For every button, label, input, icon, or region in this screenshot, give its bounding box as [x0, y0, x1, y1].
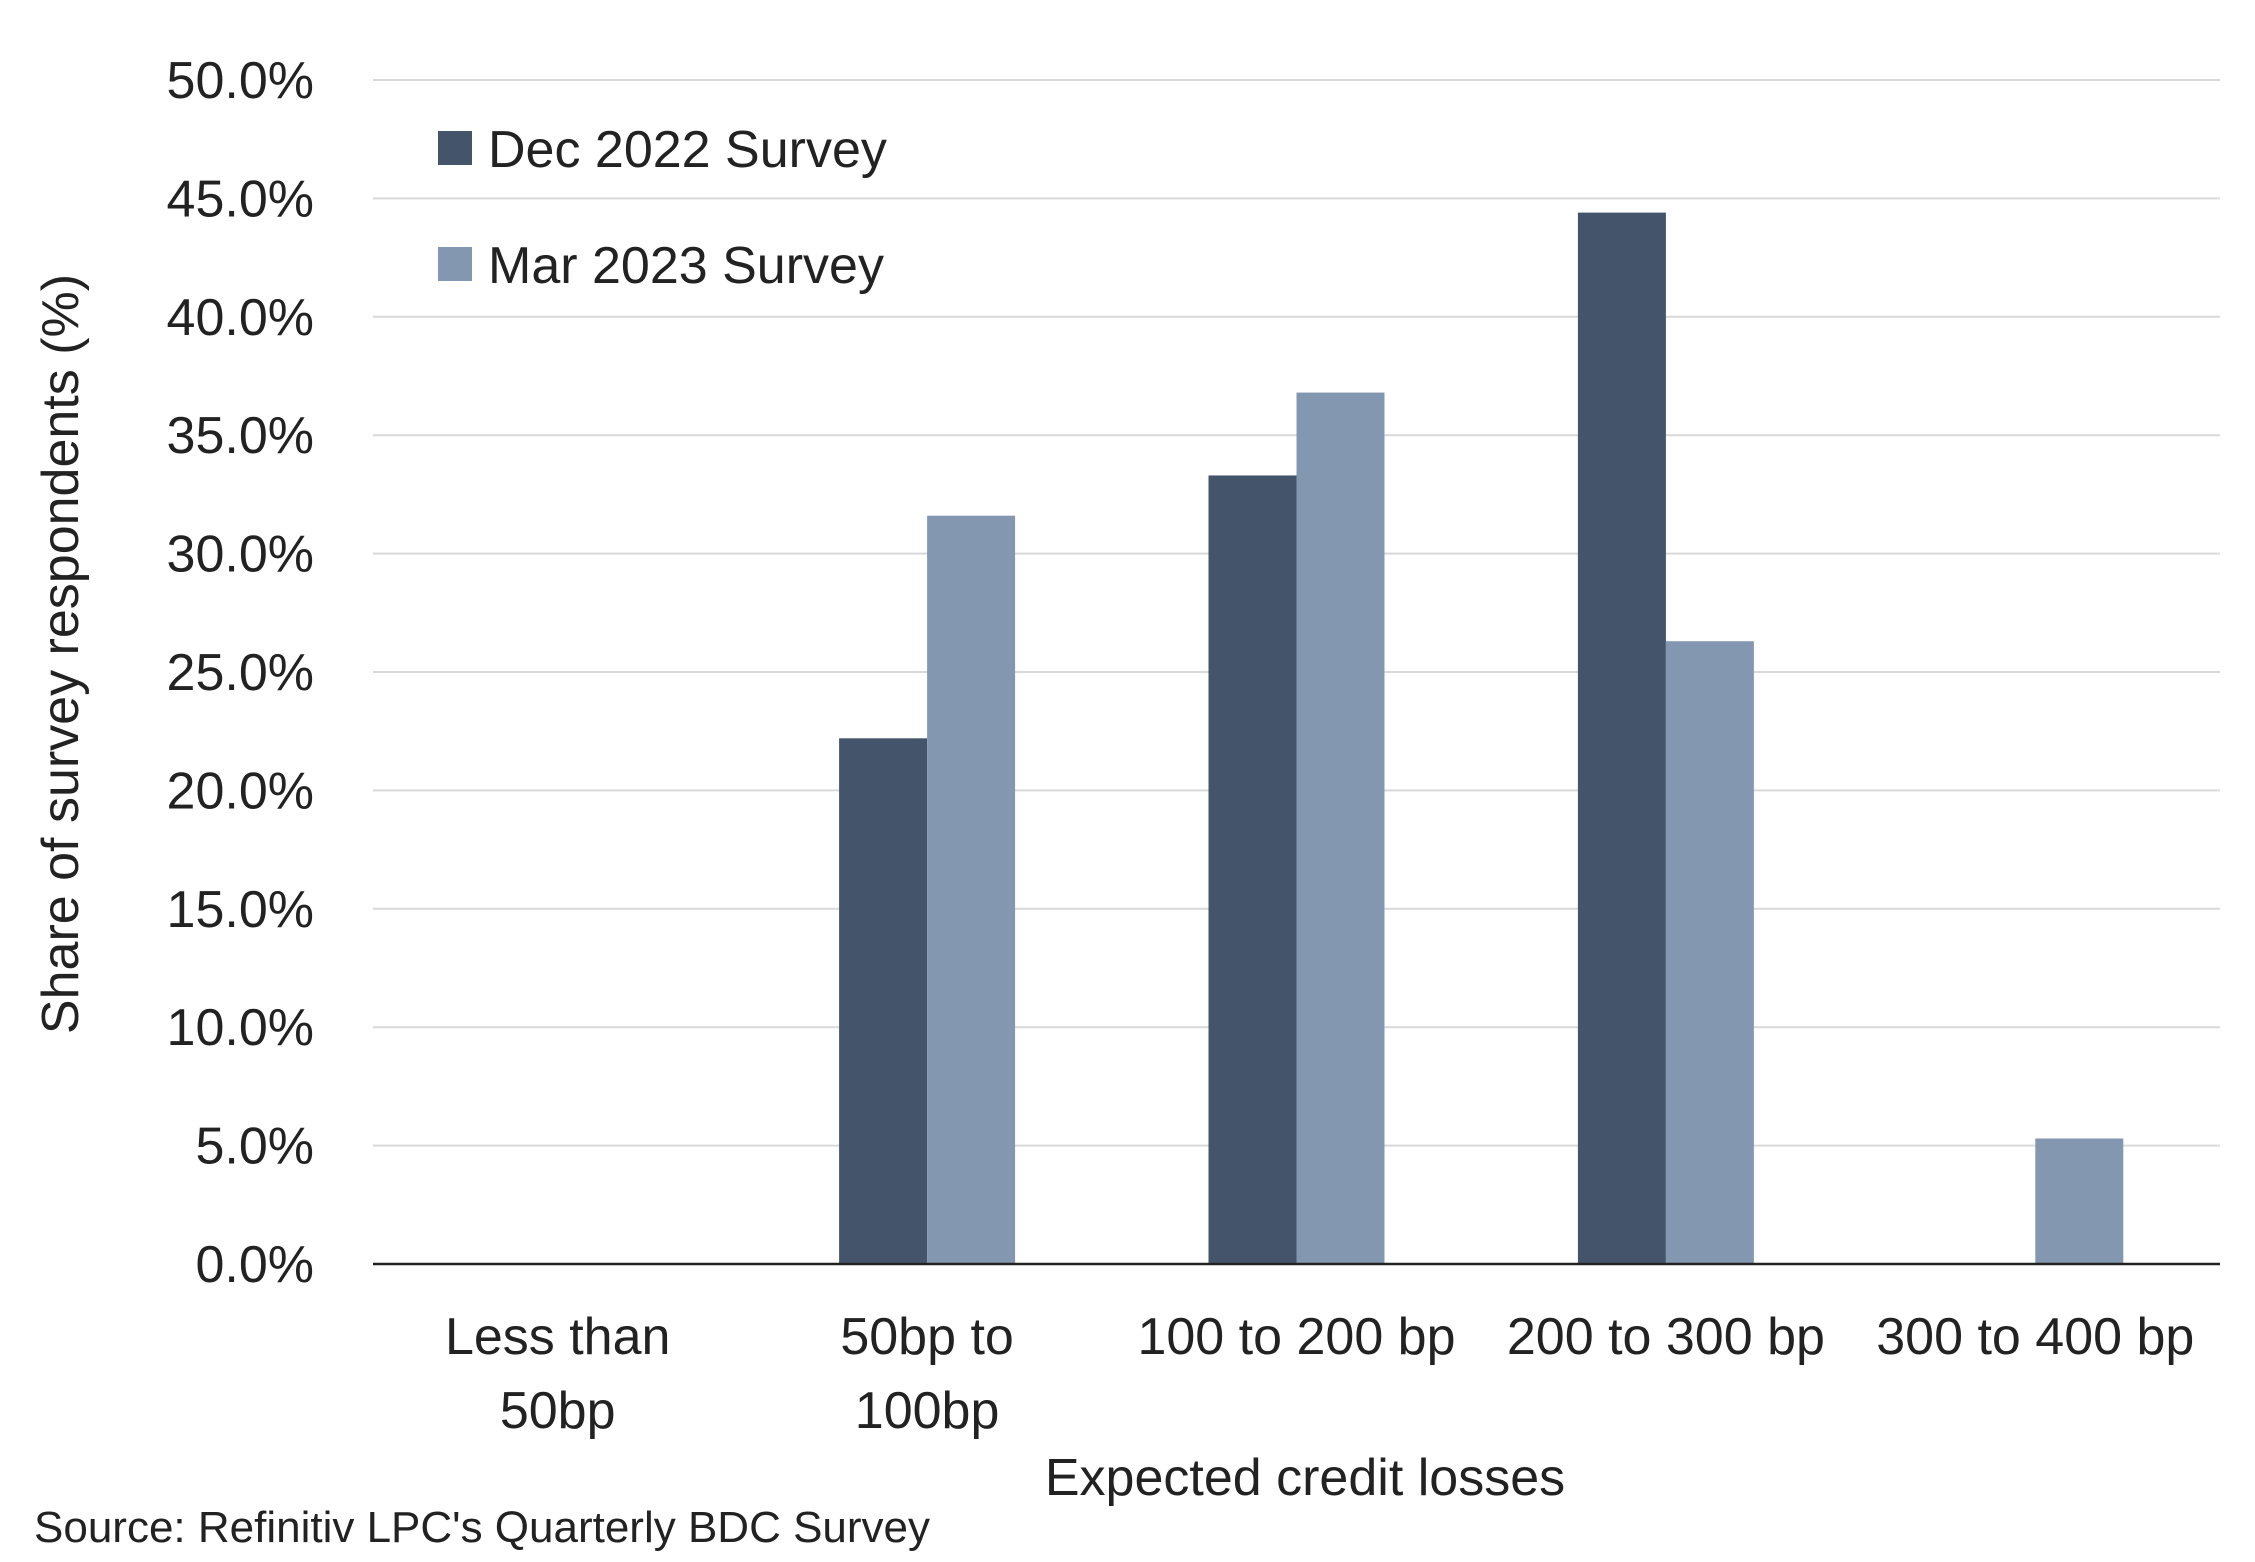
y-tick-label: 15.0% [167, 881, 314, 939]
x-category-label: 300 to 400 bp [1876, 1308, 2194, 1366]
y-tick-label: 25.0% [167, 644, 314, 702]
y-axis-title: Share of survey respondents (%) [32, 274, 90, 1034]
x-category-label: 50bp to [840, 1308, 1014, 1366]
x-category-label: 50bp [500, 1382, 616, 1440]
bar-mar-2023-4 [2035, 1138, 2124, 1264]
legend-swatch [438, 247, 472, 281]
y-tick-label: 30.0% [167, 526, 314, 584]
x-axis-title: Expected credit losses [1045, 1449, 1565, 1507]
bar-mar-2023-2 [1296, 392, 1385, 1264]
y-tick-label: 40.0% [167, 289, 314, 347]
legend-label: Mar 2023 Survey [488, 237, 884, 295]
y-tick-label: 5.0% [195, 1118, 314, 1176]
y-tick-label: 35.0% [167, 407, 314, 465]
y-tick-label: 20.0% [167, 762, 314, 820]
x-category-label: 100bp [855, 1382, 1000, 1440]
y-tick-label: 10.0% [167, 999, 314, 1057]
legend-label: Dec 2022 Survey [488, 121, 887, 179]
bar-dec-2022-1 [839, 738, 928, 1264]
bar-dec-2022-2 [1208, 475, 1297, 1264]
legend: Dec 2022 Survey Mar 2023 Survey [438, 121, 887, 295]
bar-mar-2023-1 [927, 515, 1016, 1264]
y-tick-label: 50.0% [167, 52, 314, 110]
source-note: Source: Refinitiv LPC's Quarterly BDC Su… [34, 1503, 931, 1552]
y-axis-ticks: 0.0% 5.0% 10.0% 15.0% 20.0% 25.0% 30.0% 35.0% 40… [167, 52, 314, 1294]
bars [839, 212, 2124, 1264]
x-category-label: Less than [445, 1308, 671, 1366]
x-category-label: 100 to 200 bp [1137, 1308, 1455, 1366]
y-tick-label: 45.0% [167, 170, 314, 228]
x-category-label: 200 to 300 bp [1507, 1308, 1825, 1366]
legend-swatch [438, 131, 472, 165]
bar-dec-2022-3 [1577, 212, 1666, 1264]
bar-mar-2023-3 [1665, 641, 1754, 1264]
y-tick-label: 0.0% [195, 1236, 314, 1294]
x-axis-categories: Less than 50bp 50bp to 100bp 100 to 200 bp 20… [445, 1308, 2194, 1440]
